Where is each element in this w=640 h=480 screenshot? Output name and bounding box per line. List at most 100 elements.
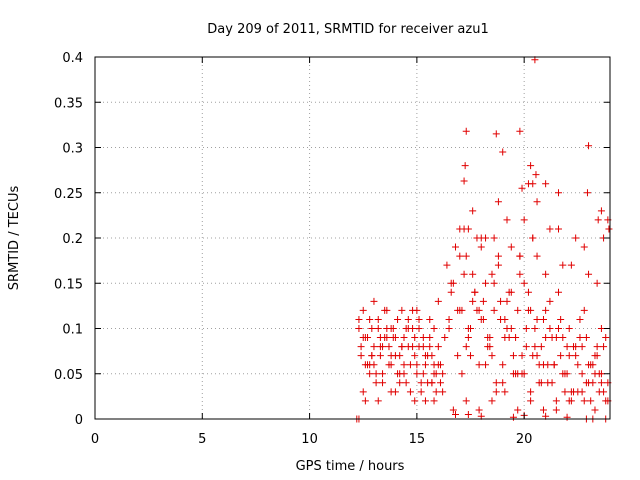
data-point <box>527 306 535 314</box>
data-point <box>366 315 374 323</box>
data-point <box>497 297 505 305</box>
data-point <box>383 334 391 342</box>
x-tick-label: 0 <box>91 432 99 447</box>
x-tick-label: 15 <box>409 432 426 447</box>
data-point <box>507 243 515 251</box>
axis-ticks: 0 5 10 15 20 0 0.05 0.1 0.15 0.2 0.25 0.3 0.35 0.4 <box>54 51 610 447</box>
data-point <box>490 234 498 242</box>
data-point <box>576 334 584 342</box>
data-point <box>445 325 453 332</box>
data-point <box>376 352 384 360</box>
data-point <box>561 388 569 396</box>
data-point <box>394 370 402 378</box>
data-point <box>436 361 444 369</box>
data-point <box>461 162 469 170</box>
data-point <box>417 379 425 387</box>
data-point <box>415 325 423 332</box>
data-point <box>578 343 586 351</box>
data-point <box>357 352 365 360</box>
data-point <box>462 127 470 135</box>
data-point <box>460 270 468 278</box>
data-point <box>542 306 550 314</box>
data-point <box>494 252 502 260</box>
data-point <box>488 352 496 360</box>
data-point <box>359 388 367 396</box>
data-point <box>374 315 382 323</box>
data-point <box>406 388 414 396</box>
data-point <box>518 370 526 378</box>
data-point <box>580 243 588 251</box>
data-point <box>546 297 554 305</box>
data-point <box>499 361 507 369</box>
data-point <box>488 397 496 405</box>
data-point <box>509 352 517 360</box>
data-point <box>402 325 410 332</box>
y-tick-label: 0.2 <box>62 232 83 247</box>
data-point <box>548 379 556 387</box>
data-point <box>411 397 419 405</box>
data-point <box>482 361 490 369</box>
data-point <box>593 352 601 360</box>
data-point <box>576 315 584 323</box>
data-point <box>555 225 562 233</box>
data-point <box>374 325 382 332</box>
data-point <box>589 361 597 369</box>
data-point <box>464 325 472 332</box>
data-point <box>539 315 547 323</box>
data-point <box>469 297 477 305</box>
data-point <box>368 325 376 332</box>
grid-lines <box>95 57 610 419</box>
data-point <box>570 343 578 351</box>
data-point <box>600 343 608 351</box>
data-point <box>520 216 528 224</box>
data-point <box>396 379 404 387</box>
data-point <box>370 297 378 305</box>
data-point <box>430 361 438 369</box>
data-point <box>544 361 552 369</box>
data-point <box>527 388 535 396</box>
data-point <box>366 361 374 369</box>
y-tick-label: 0.4 <box>62 51 83 66</box>
data-point <box>591 370 599 378</box>
data-point <box>381 306 389 314</box>
data-point <box>445 315 453 323</box>
data-point <box>479 297 487 305</box>
data-point <box>430 325 438 332</box>
data-point <box>597 325 605 332</box>
data-point <box>400 361 408 369</box>
data-point <box>404 315 412 323</box>
data-point <box>527 397 535 405</box>
data-point <box>454 306 462 314</box>
data-point <box>469 270 477 278</box>
data-point <box>516 270 524 278</box>
data-point <box>557 315 565 323</box>
data-point <box>533 315 541 323</box>
data-point <box>361 397 369 405</box>
y-tick-label: 0.05 <box>54 368 83 383</box>
y-tick-label: 0 <box>75 413 83 428</box>
data-point <box>492 379 500 387</box>
data-point <box>591 406 599 414</box>
data-point <box>479 315 487 323</box>
data-point <box>400 334 408 342</box>
data-point <box>546 325 554 332</box>
data-point <box>488 270 496 278</box>
data-point <box>432 388 440 396</box>
data-point <box>372 379 380 387</box>
data-point <box>372 370 380 378</box>
data-point <box>419 370 427 378</box>
data-point <box>398 343 406 351</box>
data-point <box>512 370 520 378</box>
data-point <box>411 334 419 342</box>
data-point <box>376 334 384 342</box>
data-point <box>490 279 498 287</box>
data-point <box>520 279 528 287</box>
data-point <box>359 334 367 342</box>
data-point <box>531 343 539 351</box>
data-point <box>522 343 530 351</box>
data-point <box>563 370 571 378</box>
data-point <box>436 379 444 387</box>
data-point <box>391 388 399 396</box>
chart-title: Day 209 of 2011, SRMTID for receiver azu… <box>207 22 488 37</box>
